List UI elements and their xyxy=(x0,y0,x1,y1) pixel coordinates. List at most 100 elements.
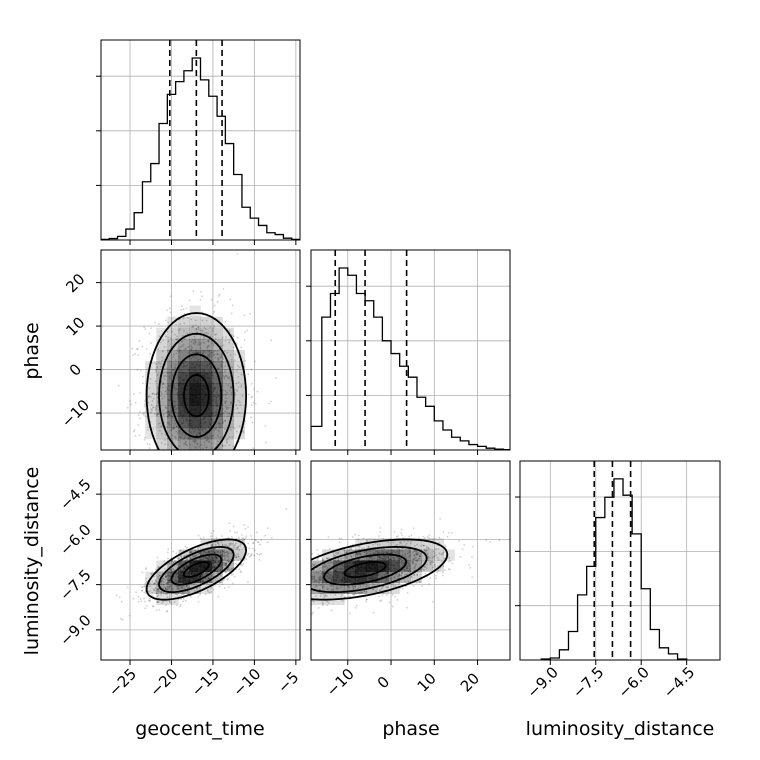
sample-point xyxy=(240,385,243,388)
sample-point xyxy=(410,534,413,537)
sample-point xyxy=(120,617,122,620)
sample-point xyxy=(161,356,164,359)
sample-point xyxy=(212,360,215,363)
sample-point xyxy=(213,354,215,357)
sample-point xyxy=(271,588,273,590)
sample-point xyxy=(178,328,181,331)
sample-point xyxy=(415,581,418,584)
sample-point xyxy=(231,543,234,545)
sample-point xyxy=(227,560,230,563)
sample-point xyxy=(223,557,226,559)
sample-point xyxy=(366,584,369,587)
sample-point xyxy=(342,557,345,559)
sample-point xyxy=(304,574,306,576)
sample-point xyxy=(205,470,207,472)
panel-frame xyxy=(310,460,511,661)
sample-point xyxy=(162,580,165,583)
sample-point xyxy=(154,368,157,371)
density-cell xyxy=(233,405,246,417)
sample-point xyxy=(260,539,263,542)
sample-point xyxy=(339,586,342,589)
sample-point xyxy=(197,325,200,328)
sample-point xyxy=(323,593,325,596)
sample-point xyxy=(173,427,176,430)
sample-point xyxy=(280,583,282,585)
sample-point xyxy=(129,400,131,403)
sample-point xyxy=(178,445,181,447)
sample-point xyxy=(207,340,210,343)
sample-point xyxy=(181,458,183,460)
sample-point xyxy=(278,579,280,581)
sample-point xyxy=(471,555,473,558)
sample-point xyxy=(155,405,158,408)
sample-point xyxy=(163,378,166,381)
sample-point xyxy=(297,587,299,589)
sample-point xyxy=(193,438,196,441)
sample-point xyxy=(156,600,159,603)
sample-point xyxy=(237,546,240,549)
sample-point xyxy=(379,543,381,546)
sample-point xyxy=(230,386,233,389)
sample-point xyxy=(197,476,199,478)
sample-point xyxy=(435,577,437,580)
sample-point xyxy=(171,434,174,437)
sample-point xyxy=(301,562,303,564)
sample-point xyxy=(205,470,207,472)
sample-point xyxy=(218,348,221,351)
sample-point xyxy=(165,575,168,578)
sample-point xyxy=(306,578,308,580)
density-cell xyxy=(211,427,223,440)
sample-point xyxy=(227,415,230,418)
sample-point xyxy=(229,354,232,356)
sample-point xyxy=(148,332,151,335)
sample-point xyxy=(401,572,403,575)
sample-point xyxy=(197,343,199,346)
sample-point xyxy=(349,547,351,550)
sample-point xyxy=(245,535,248,538)
histogram-phase xyxy=(311,267,510,450)
sample-point xyxy=(161,578,164,581)
sample-point xyxy=(234,353,237,356)
sample-point xyxy=(412,585,415,588)
sample-point xyxy=(349,612,352,615)
sample-point xyxy=(353,592,356,595)
sample-point xyxy=(362,537,365,540)
sample-point xyxy=(164,575,167,578)
sample-point xyxy=(292,574,294,576)
sample-point xyxy=(213,548,216,550)
sample-point xyxy=(306,573,308,575)
sample-point xyxy=(367,545,370,548)
sample-point xyxy=(161,600,164,602)
sample-point xyxy=(468,564,471,567)
sample-point xyxy=(327,536,330,538)
sample-point xyxy=(241,537,244,539)
sample-point xyxy=(233,544,236,547)
sample-point xyxy=(276,572,278,574)
sample-point xyxy=(225,551,228,554)
sample-point xyxy=(410,576,413,579)
sample-point xyxy=(189,551,191,553)
sample-point xyxy=(355,592,358,595)
density-cell xyxy=(156,327,168,340)
sample-point xyxy=(378,535,380,537)
sample-point xyxy=(382,537,385,540)
sample-point xyxy=(352,554,355,556)
sample-point xyxy=(354,533,357,536)
density-cell xyxy=(167,416,179,429)
sample-point xyxy=(335,586,338,589)
sample-point xyxy=(326,557,329,560)
sample-point xyxy=(172,369,175,371)
sample-point xyxy=(217,447,220,450)
sample-point xyxy=(319,575,322,578)
sample-point xyxy=(397,535,400,537)
sample-point xyxy=(306,559,308,561)
sample-point xyxy=(250,534,252,537)
density-cell xyxy=(178,438,190,450)
sample-point xyxy=(201,319,204,322)
sample-point xyxy=(398,574,401,576)
sample-point xyxy=(180,598,182,600)
sample-point xyxy=(302,585,304,587)
sample-point xyxy=(313,575,316,578)
sample-point xyxy=(191,346,193,349)
sample-point xyxy=(160,580,163,583)
